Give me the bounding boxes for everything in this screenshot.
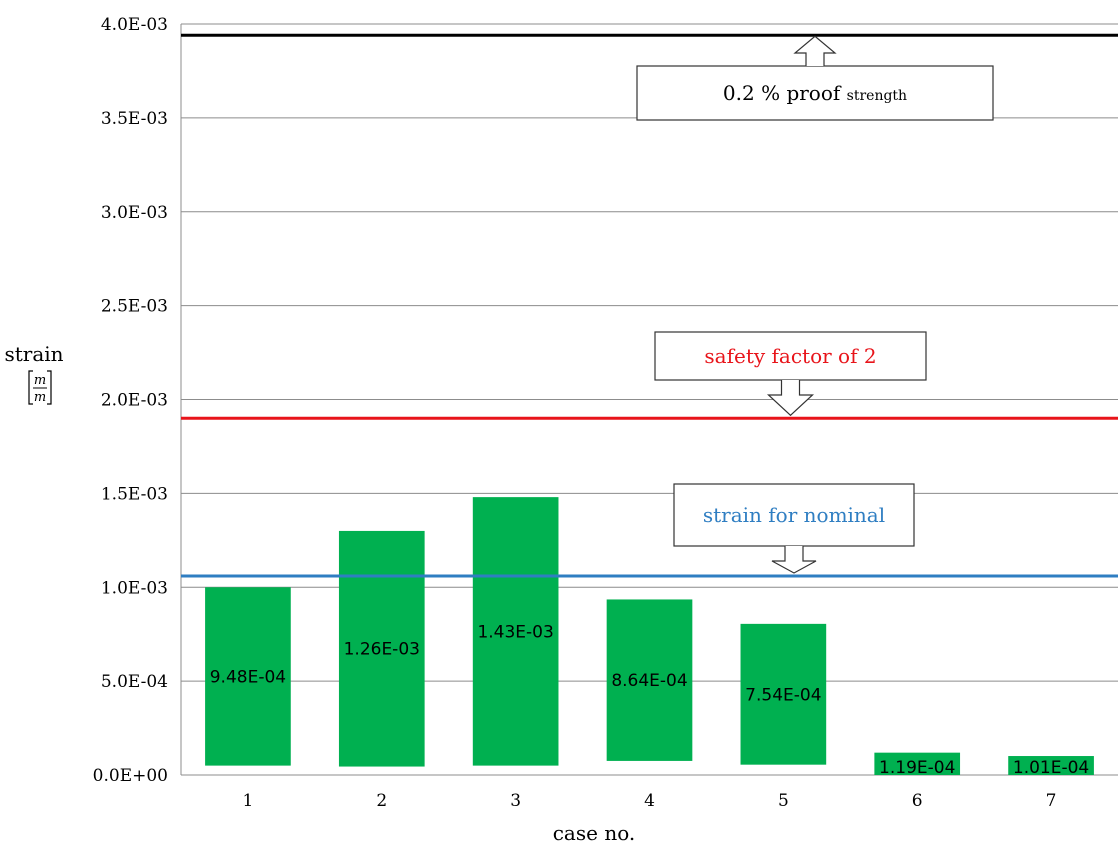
y-tick-label: 3.5E-03 (101, 109, 168, 129)
y-axis-title-text: strain (4, 342, 63, 366)
y-tick-label: 2.0E-03 (101, 391, 168, 411)
x-tick-label: 2 (376, 791, 387, 811)
x-tick-label: 3 (510, 791, 521, 811)
y-tick-label: 2.5E-03 (101, 297, 168, 317)
data-label: 7.54E-04 (745, 685, 821, 705)
callout-box (654, 331, 927, 381)
callout-label-small: strength (847, 88, 907, 104)
callouts: 0.2 % proof strength safety factor of 2 st… (636, 35, 994, 574)
callout-arrow (771, 546, 817, 574)
bar (472, 497, 559, 766)
data-label: 1.26E-03 (344, 640, 420, 660)
callout-label: strain for nominal (703, 503, 885, 527)
callout-box (636, 65, 994, 121)
y-tick-label: 1.0E-03 (101, 578, 168, 598)
bar (874, 752, 961, 775)
data-label: 1.43E-03 (477, 622, 553, 642)
callout: strain for nominal (673, 483, 915, 574)
y-axis-unit: m m (28, 370, 52, 405)
bar (1008, 756, 1094, 775)
data-label: 8.64E-04 (611, 671, 687, 691)
x-tick-label: 7 (1046, 791, 1057, 811)
callout-label: safety factor of 2 (704, 344, 876, 368)
data-label: 1.01E-04 (1013, 758, 1089, 778)
bars (205, 497, 1094, 775)
y-tick-labels: 0.0E+00 5.0E-04 1.0E-03 1.5E-03 2.0E-03 2.5E-… (93, 15, 168, 786)
callout-arrow (793, 35, 837, 66)
bar (740, 623, 827, 765)
callout-label-main: 0.2 % proof (723, 81, 847, 105)
data-label: 9.48E-04 (210, 667, 286, 687)
x-tick-label: 5 (778, 791, 789, 811)
callout-label: 0.2 % proof strength (723, 81, 907, 105)
x-tick-label: 1 (243, 791, 254, 811)
callout-label-main: strain for nominal (703, 503, 885, 527)
x-axis-title: case no. (553, 821, 636, 845)
gridlines (180, 23, 1118, 776)
reference-lines (181, 33, 1118, 578)
x-tick-labels: 1 2 3 4 5 6 7 (243, 791, 1057, 811)
data-label: 1.19E-04 (879, 758, 955, 778)
bar (338, 530, 425, 767)
y-axis-title: strain m m (4, 342, 63, 405)
callout-label-main: safety factor of 2 (704, 344, 876, 368)
unit-bracket-right (47, 370, 52, 405)
unit-denominator: m (34, 390, 46, 405)
callout-box (673, 483, 915, 547)
unit-bracket-left (28, 370, 33, 405)
bar (205, 587, 291, 766)
y-tick-label: 5.0E-04 (101, 672, 168, 692)
y-tick-label: 1.5E-03 (101, 484, 168, 504)
y-tick-label: 4.0E-03 (101, 15, 168, 35)
callout: 0.2 % proof strength (636, 35, 994, 121)
x-tick-label: 4 (644, 791, 655, 811)
bar (606, 599, 693, 761)
y-tick-label: 0.0E+00 (93, 766, 168, 786)
data-labels: 9.48E-04 1.26E-03 1.43E-03 8.64E-04 7.54E-04… (210, 622, 1090, 778)
callout: safety factor of 2 (654, 331, 927, 417)
unit-numerator: m (34, 373, 46, 388)
callout-arrow (766, 380, 815, 417)
y-tick-label: 3.0E-03 (101, 203, 168, 223)
x-tick-label: 6 (912, 791, 923, 811)
